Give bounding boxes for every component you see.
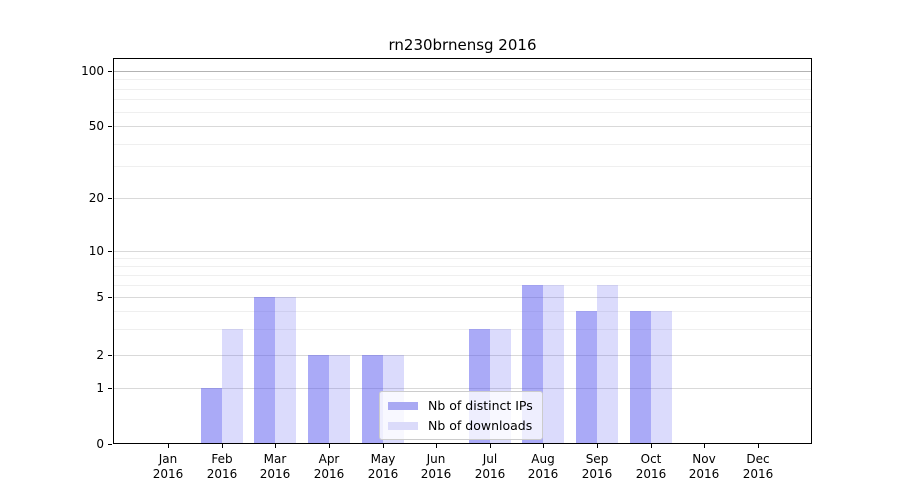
y-tick-mark xyxy=(108,251,112,252)
x-tick-label: Jan 2016 xyxy=(152,452,184,481)
y-tick-label: 2 xyxy=(96,348,104,362)
bar-distinct-ips xyxy=(254,297,275,444)
bar-distinct-ips xyxy=(308,355,329,444)
bar-distinct-ips xyxy=(201,388,222,444)
x-tick-label: Jun 2016 xyxy=(420,452,452,481)
minor-gridline xyxy=(114,89,811,90)
x-tick-mark xyxy=(543,444,544,448)
legend-item-downloads: Nb of downloads xyxy=(388,418,533,433)
legend-label-distinct-ips: Nb of distinct IPs xyxy=(428,398,533,413)
x-tick-mark xyxy=(651,444,652,448)
major-gridline xyxy=(114,198,811,199)
y-tick-mark xyxy=(108,388,112,389)
minor-gridline xyxy=(114,275,811,276)
y-tick-label: 50 xyxy=(88,119,104,133)
x-tick-label: Aug 2016 xyxy=(527,452,559,481)
x-tick-mark xyxy=(597,444,598,448)
x-tick-label: Apr 2016 xyxy=(313,452,345,481)
y-tick-mark xyxy=(108,71,112,72)
minor-gridline xyxy=(114,266,811,267)
y-tick-label: 0 xyxy=(96,437,104,451)
major-gridline xyxy=(114,126,811,127)
x-tick-mark xyxy=(383,444,384,448)
y-tick-label: 100 xyxy=(81,64,104,78)
bar-distinct-ips xyxy=(362,355,383,444)
x-tick-mark xyxy=(222,444,223,448)
chart-title: rn230brnensg 2016 xyxy=(388,36,537,54)
major-gridline xyxy=(114,355,811,356)
y-tick-mark xyxy=(108,355,112,356)
minor-gridline xyxy=(114,258,811,259)
minor-gridline xyxy=(114,112,811,113)
y-tick-mark xyxy=(108,444,112,445)
x-tick-label: Oct 2016 xyxy=(635,452,667,481)
bar-downloads xyxy=(597,285,618,444)
minor-gridline xyxy=(114,166,811,167)
y-tick-mark xyxy=(108,198,112,199)
minor-gridline xyxy=(114,144,811,145)
x-tick-mark xyxy=(758,444,759,448)
x-tick-label: Dec 2016 xyxy=(742,452,774,481)
x-tick-mark xyxy=(275,444,276,448)
y-tick-label: 1 xyxy=(96,381,104,395)
y-tick-label: 5 xyxy=(96,290,104,304)
y-tick-label: 10 xyxy=(88,244,104,258)
x-tick-mark xyxy=(436,444,437,448)
x-tick-mark xyxy=(490,444,491,448)
bar-distinct-ips xyxy=(576,311,597,444)
major-gridline xyxy=(114,388,811,389)
legend-item-distinct-ips: Nb of distinct IPs xyxy=(388,398,533,413)
x-tick-mark xyxy=(704,444,705,448)
x-tick-mark xyxy=(329,444,330,448)
x-tick-mark xyxy=(168,444,169,448)
x-tick-label: Jul 2016 xyxy=(474,452,506,481)
minor-gridline xyxy=(114,311,811,312)
legend-swatch-distinct-ips xyxy=(388,401,418,410)
bar-downloads xyxy=(275,297,296,444)
minor-gridline xyxy=(114,99,811,100)
y-tick-label: 20 xyxy=(88,191,104,205)
x-tick-label: Nov 2016 xyxy=(688,452,720,481)
bar-distinct-ips xyxy=(630,311,651,444)
minor-gridline xyxy=(114,329,811,330)
bar-downloads xyxy=(543,285,564,444)
bar-downloads xyxy=(651,311,672,444)
major-gridline xyxy=(114,71,811,72)
bar-downloads xyxy=(222,329,243,444)
x-tick-label: Feb 2016 xyxy=(206,452,238,481)
y-tick-mark xyxy=(108,126,112,127)
x-tick-label: May 2016 xyxy=(367,452,399,481)
y-tick-mark xyxy=(108,297,112,298)
x-tick-label: Sep 2016 xyxy=(581,452,613,481)
minor-gridline xyxy=(114,79,811,80)
major-gridline xyxy=(114,251,811,252)
x-tick-label: Mar 2016 xyxy=(259,452,291,481)
legend: Nb of distinct IPs Nb of downloads xyxy=(379,391,543,440)
legend-label-downloads: Nb of downloads xyxy=(428,418,533,433)
minor-gridline xyxy=(114,285,811,286)
legend-swatch-downloads xyxy=(388,421,418,430)
bar-downloads xyxy=(329,355,350,444)
major-gridline xyxy=(114,297,811,298)
